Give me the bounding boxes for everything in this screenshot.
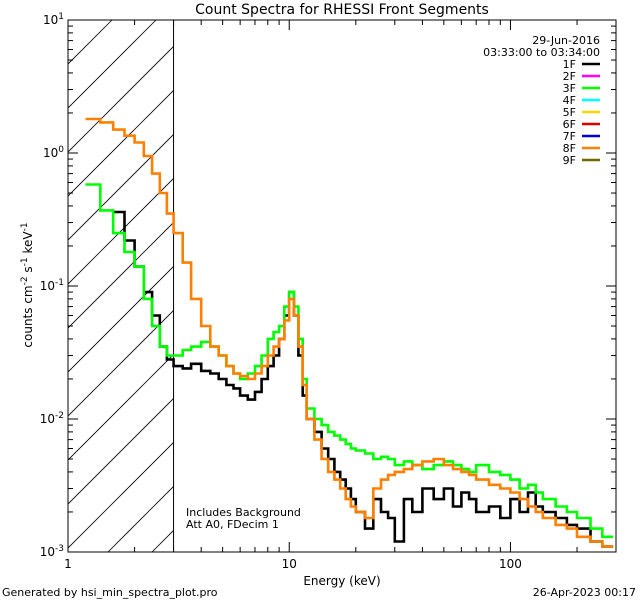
footer-generated-by: Generated by hsi_min_spectra_plot.pro <box>2 586 218 599</box>
y-tick-label: 100 <box>43 145 64 160</box>
info-time-range: 03:33:00 to 03:34:00 <box>483 46 600 59</box>
low-energy-hatch-region <box>68 20 175 552</box>
hatch-line <box>68 89 174 197</box>
x-tick-labels: 1 10 100 <box>64 557 522 571</box>
hatch-lines <box>68 20 174 552</box>
y-tick-label: 101 <box>43 12 64 27</box>
series-line-8F <box>85 117 614 548</box>
hatch-line <box>68 441 174 549</box>
legend-label-7F: 7F <box>563 130 576 143</box>
hatch-line <box>68 397 174 505</box>
note-attenuator: Att A0, FDecim 1 <box>186 518 279 531</box>
y-tick-label: 10-2 <box>40 411 64 426</box>
series-group <box>85 117 614 548</box>
y-tick-label: 10-1 <box>40 278 64 293</box>
legend-label-8F: 8F <box>563 142 576 155</box>
axis-ticks <box>67 19 617 553</box>
hatch-line <box>68 221 174 329</box>
x-tick-label: 10 <box>282 557 297 571</box>
y-tick-label: 10-3 <box>40 544 64 559</box>
legend-label-3F: 3F <box>563 82 576 95</box>
y-axis-label: counts cm-2 s-1 keV-1 <box>20 222 35 347</box>
x-axis-label: Energy (keV) <box>303 574 380 588</box>
x-tick-label: 1 <box>64 557 72 571</box>
series-line-3F <box>85 183 614 539</box>
legend-label-4F: 4F <box>563 94 576 107</box>
hatch-line <box>68 45 174 153</box>
plot-frame <box>67 19 617 553</box>
legend-label-5F: 5F <box>563 106 576 119</box>
legend-label-2F: 2F <box>563 70 576 83</box>
series-line-1F <box>113 210 614 548</box>
note-includes-background: Includes Background <box>186 506 301 519</box>
legend-label-1F: 1F <box>563 58 576 71</box>
hatch-line <box>68 265 174 373</box>
legend-label-6F: 6F <box>563 118 576 131</box>
y-tick-labels: 10-3 10-2 10-1 100 101 <box>40 12 65 559</box>
footer-timestamp: 26-Apr-2023 00:17 <box>533 586 636 599</box>
x-tick-label: 100 <box>499 557 522 571</box>
legend-label-9F: 9F <box>563 154 576 167</box>
info-date: 29-Jun-2016 <box>532 34 600 47</box>
hatch-line <box>107 485 174 552</box>
chart-title: Count Spectra for RHESSI Front Segments <box>195 2 489 18</box>
